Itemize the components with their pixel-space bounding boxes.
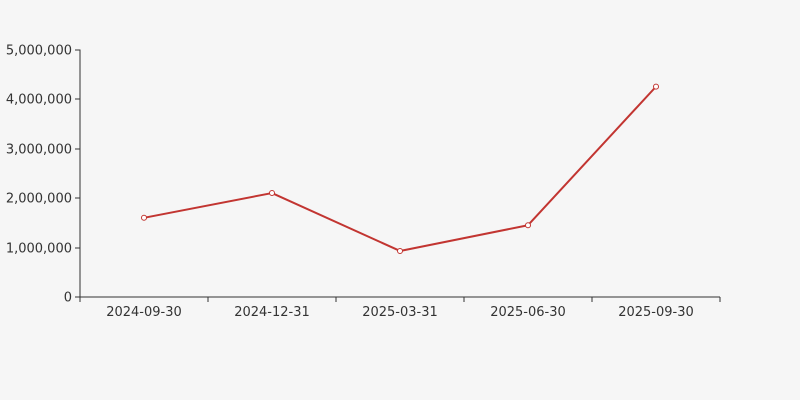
x-tick-label: 2024-09-30 (106, 305, 182, 320)
data-point-marker[interactable] (653, 83, 659, 90)
x-tick-label: 2025-09-30 (618, 305, 694, 320)
y-tick-label: 5,000,000 (6, 44, 72, 59)
y-tick-label: 0 (64, 291, 72, 306)
x-tick-label: 2025-03-31 (362, 305, 438, 320)
data-point-marker[interactable] (141, 214, 147, 221)
series-line (143, 85, 657, 252)
x-tick-label: 2025-06-30 (490, 305, 566, 320)
y-tick-label: 2,000,000 (6, 192, 72, 207)
data-point-marker[interactable] (525, 222, 531, 229)
y-tick-label: 1,000,000 (6, 242, 72, 257)
x-tick-label: 2024-12-31 (234, 305, 310, 320)
y-tick-label: 4,000,000 (6, 93, 72, 108)
data-point-marker[interactable] (269, 190, 275, 197)
y-tick-label: 3,000,000 (6, 143, 72, 158)
data-point-marker[interactable] (397, 247, 403, 254)
